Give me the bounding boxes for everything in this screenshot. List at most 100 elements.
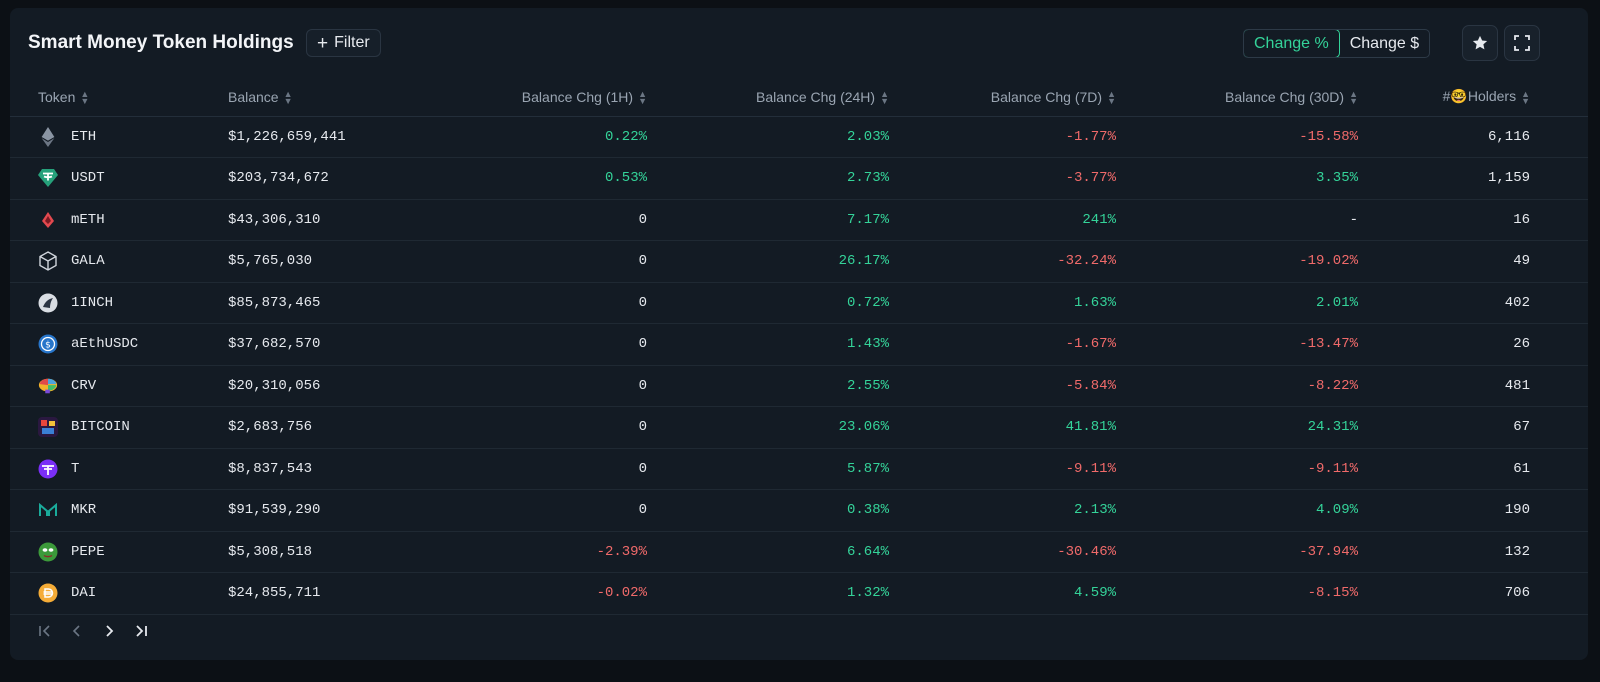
- table-row[interactable]: ETH $1,226,659,441 0.22% 2.03% -1.77% -15.58%…: [10, 116, 1588, 158]
- table-row[interactable]: USDT $203,734,672 0.53% 2.73% -3.77% 3.35% 1,1…: [10, 157, 1588, 200]
- change-dollar-button[interactable]: Change $: [1349, 34, 1420, 52]
- filter-button[interactable]: + Filter: [306, 29, 381, 57]
- holders-cell: 61: [1358, 448, 1588, 490]
- chg-7d-cell: -30.46%: [889, 531, 1116, 573]
- chg-1h-cell: 0: [458, 365, 647, 407]
- panel-header: Smart Money Token Holdings + Filter Chan…: [10, 8, 1588, 78]
- token-cell[interactable]: USDT: [10, 157, 228, 200]
- column-header-token[interactable]: Token ▲ ▼: [10, 78, 228, 117]
- token-symbol: 1INCH: [71, 294, 114, 311]
- balance-cell: $1,226,659,441: [228, 116, 458, 158]
- column-label: Balance Chg (1H): [521, 88, 634, 105]
- change-percent-button[interactable]: Change %: [1244, 30, 1340, 57]
- column-header-chg-24h[interactable]: Balance Chg (24H) ▲ ▼: [647, 78, 889, 117]
- token-cell[interactable]: DAI: [10, 572, 228, 615]
- column-label: Token: [38, 88, 76, 105]
- sort-icon: ▲ ▼: [1107, 88, 1116, 106]
- sort-icon: ▲ ▼: [880, 88, 889, 106]
- first-page-icon[interactable]: [36, 622, 54, 640]
- chg-1h-cell: 0: [458, 489, 647, 532]
- token-cell[interactable]: CRV: [10, 365, 228, 407]
- table-row[interactable]: BITCOIN $2,683,756 0 23.06% 41.81% 24.31% 67: [10, 406, 1588, 449]
- chg-24h-cell: 7.17%: [647, 199, 889, 241]
- crv-icon: [38, 376, 58, 396]
- chg-1h-cell: 0.22%: [458, 116, 647, 158]
- holders-cell: 481: [1358, 365, 1588, 407]
- chg-30d-cell: 2.01%: [1116, 282, 1358, 324]
- token-cell[interactable]: T: [10, 448, 228, 490]
- token-cell[interactable]: $ aEthUSDC: [10, 323, 228, 366]
- column-label: #🤓Holders: [1442, 88, 1517, 105]
- chg-30d-cell: 24.31%: [1116, 406, 1358, 449]
- table-row[interactable]: mETH $43,306,310 0 7.17% 241% -16: [10, 199, 1588, 241]
- 1inch-icon: [38, 293, 58, 313]
- chg-7d-cell: 4.59%: [889, 572, 1116, 615]
- balance-cell: $24,855,711: [228, 572, 458, 615]
- token-symbol: BITCOIN: [71, 419, 130, 436]
- chg-1h-cell: 0: [458, 240, 647, 283]
- holders-cell: 706: [1358, 572, 1588, 615]
- column-header-balance[interactable]: Balance ▲ ▼: [228, 78, 458, 117]
- table-row[interactable]: $ aEthUSDC $37,682,570 0 1.43% -1.67% -13.47% 2…: [10, 323, 1588, 366]
- filter-label: Filter: [334, 34, 370, 51]
- token-cell[interactable]: 1INCH: [10, 282, 228, 324]
- chg-30d-cell: -19.02%: [1116, 240, 1358, 283]
- token-symbol: CRV: [71, 377, 97, 394]
- aethusdc-icon: $: [38, 334, 58, 354]
- chg-30d-cell: -15.58%: [1116, 116, 1358, 158]
- column-header-chg-7d[interactable]: Balance Chg (7D) ▲ ▼: [889, 78, 1116, 117]
- token-cell[interactable]: mETH: [10, 199, 228, 241]
- token-symbol: PEPE: [71, 543, 105, 560]
- change-mode-toggle: Change % Change $: [1243, 29, 1431, 58]
- chg-1h-cell: 0: [458, 323, 647, 366]
- svg-text:$: $: [45, 341, 51, 351]
- token-cell[interactable]: GALA: [10, 240, 228, 283]
- column-label: Balance: [228, 88, 279, 105]
- column-header-chg-1h[interactable]: Balance Chg (1H) ▲ ▼: [458, 78, 647, 117]
- chg-7d-cell: -3.77%: [889, 157, 1116, 200]
- chg-30d-cell: -8.22%: [1116, 365, 1358, 407]
- token-cell[interactable]: MKR: [10, 489, 228, 532]
- table-row[interactable]: MKR $91,539,290 0 0.38% 2.13% 4.09% 190: [10, 489, 1588, 532]
- table-row[interactable]: GALA $5,765,030 0 26.17% -32.24% -19.02% 49: [10, 240, 1588, 283]
- next-page-icon[interactable]: [100, 622, 118, 640]
- prev-page-icon[interactable]: [68, 622, 86, 640]
- fullscreen-button[interactable]: [1504, 25, 1540, 61]
- table-row[interactable]: DAI $24,855,711 -0.02% 1.32% 4.59% -8.15% 706: [10, 572, 1588, 615]
- column-header-holders[interactable]: #🤓Holders ▲ ▼: [1358, 78, 1588, 117]
- star-icon: [1472, 35, 1488, 50]
- favorite-button[interactable]: [1462, 25, 1498, 61]
- chg-1h-cell: -2.39%: [458, 531, 647, 573]
- table-row[interactable]: 1INCH $85,873,465 0 0.72% 1.63% 2.01% 402: [10, 282, 1588, 324]
- chg-24h-cell: 2.73%: [647, 157, 889, 200]
- table-row[interactable]: PEPE $5,308,518 -2.39% 6.64% -30.46% -37.94% 1…: [10, 531, 1588, 573]
- sort-icon: ▲ ▼: [1349, 88, 1358, 106]
- holders-cell: 1,159: [1358, 157, 1588, 200]
- table-row[interactable]: CRV $20,310,056 0 2.55% -5.84% -8.22% 481: [10, 365, 1588, 407]
- holders-cell: 190: [1358, 489, 1588, 532]
- holders-cell: 67: [1358, 406, 1588, 449]
- chg-24h-cell: 5.87%: [647, 448, 889, 490]
- column-header-chg-30d[interactable]: Balance Chg (30D) ▲ ▼: [1116, 78, 1358, 117]
- chg-30d-cell: 3.35%: [1116, 157, 1358, 200]
- pepe-icon: [38, 542, 58, 562]
- token-cell[interactable]: PEPE: [10, 531, 228, 573]
- holdings-table: Token ▲ ▼ Balance ▲ ▼ Balance Chg (1H) ▲ ▼ Bal…: [10, 78, 1588, 615]
- holders-cell: 49: [1358, 240, 1588, 283]
- chg-7d-cell: 41.81%: [889, 406, 1116, 449]
- token-cell[interactable]: ETH: [10, 116, 228, 158]
- token-symbol: aEthUSDC: [71, 336, 139, 353]
- token-cell[interactable]: BITCOIN: [10, 406, 228, 449]
- plus-icon: +: [317, 32, 329, 54]
- chg-24h-cell: 26.17%: [647, 240, 889, 283]
- token-holdings-panel: Smart Money Token Holdings + Filter Chan…: [10, 8, 1588, 660]
- pagination: [36, 622, 150, 640]
- balance-cell: $5,765,030: [228, 240, 458, 283]
- sort-icon: ▲ ▼: [1521, 88, 1530, 106]
- sort-icon: ▲ ▼: [283, 88, 293, 106]
- chg-24h-cell: 2.03%: [647, 116, 889, 158]
- chg-1h-cell: 0.53%: [458, 157, 647, 200]
- table-row[interactable]: T $8,837,543 0 5.87% -9.11% -9.11% 61: [10, 448, 1588, 490]
- chg-30d-cell: 4.09%: [1116, 489, 1358, 532]
- last-page-icon[interactable]: [132, 622, 150, 640]
